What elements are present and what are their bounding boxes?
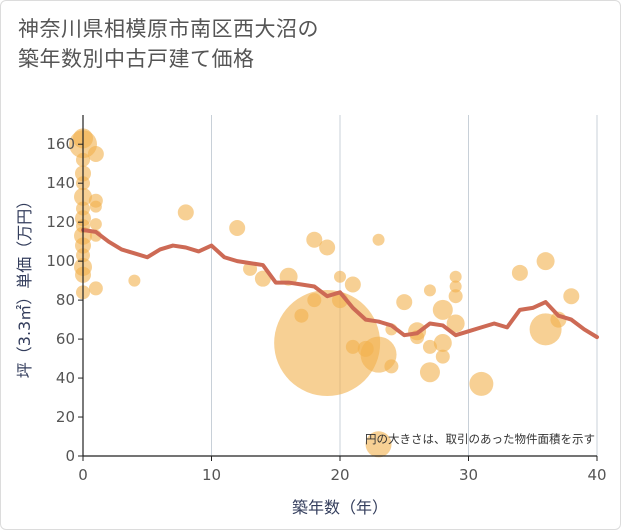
x-tick-label: 20 (330, 466, 349, 484)
bubble (446, 314, 465, 333)
bubble (334, 270, 346, 283)
x-tick-label: 30 (459, 466, 478, 484)
bubble (365, 431, 392, 458)
axes (78, 115, 598, 461)
bubble (177, 204, 194, 221)
bubble (419, 362, 440, 383)
y-tick-label: 0 (65, 447, 75, 465)
y-axis-label: 坪（3.3㎡）単価（万円） (15, 193, 34, 378)
bubble (449, 270, 462, 283)
bubble (511, 264, 528, 281)
bubble (229, 220, 246, 237)
bubble (87, 145, 104, 162)
bubble (89, 218, 102, 231)
bubble (469, 371, 494, 396)
y-tick-label: 160 (46, 135, 75, 153)
bubble (307, 293, 322, 308)
y-tick-label: 40 (56, 369, 75, 387)
bubble (563, 288, 580, 305)
bubble (89, 200, 102, 213)
x-tick-label: 10 (202, 466, 221, 484)
bubble (384, 359, 399, 374)
bubble-layer (69, 128, 580, 458)
bubble (448, 289, 463, 304)
size-note: 円の大きさは、取引のあった物件面積を示す (365, 432, 595, 446)
bubble (294, 308, 309, 323)
bubble (432, 299, 453, 320)
trend-line-layer (81, 227, 599, 340)
y-tick-label: 120 (46, 213, 75, 231)
x-tick-label: 0 (78, 466, 88, 484)
bubble (254, 270, 271, 287)
bubble (423, 284, 436, 297)
y-tick-label: 100 (46, 252, 75, 270)
bubble (372, 233, 385, 246)
bubble (344, 276, 361, 293)
y-tick-label: 60 (56, 330, 75, 348)
tick-labels: 0 20 40 60 80 100 120 140 160 0 10 20 30 40 (46, 135, 606, 484)
y-tick-label: 140 (46, 174, 75, 192)
chart-title: 神奈川県相模原市南区西大沼の 築年数別中古戸建て価格 (18, 14, 578, 74)
trend-line (81, 227, 599, 340)
bubble (396, 294, 413, 311)
bubble (88, 281, 103, 296)
x-tick-label: 40 (587, 466, 606, 484)
bubble (449, 280, 462, 293)
bubble (536, 252, 555, 271)
bubble (345, 339, 360, 354)
bubble (357, 340, 374, 357)
grid (82, 115, 598, 456)
x-axis-label: 築年数（年） (292, 498, 388, 517)
bubble (422, 339, 437, 354)
bubble (306, 231, 323, 248)
title-line-1: 神奈川県相模原市南区西大沼の (18, 17, 319, 41)
y-tick-label: 80 (56, 291, 75, 309)
y-tick-label: 20 (56, 408, 75, 426)
bubble (128, 274, 141, 287)
bubble (433, 333, 452, 352)
bubble (319, 239, 336, 256)
title-line-2: 築年数別中古戸建て価格 (18, 47, 255, 71)
bubble (435, 349, 450, 364)
